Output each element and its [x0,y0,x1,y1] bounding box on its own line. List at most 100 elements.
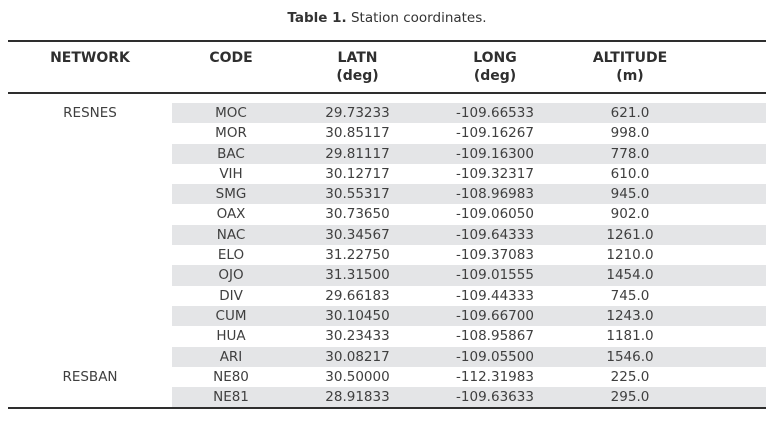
cell-network [8,286,172,306]
cell-code: NE81 [172,387,290,409]
cell-altitude: 778.0 [565,143,695,164]
cell-altitude: 945.0 [565,184,695,205]
table-title-label: Table 1. [287,10,347,26]
cell-filler [695,123,766,143]
column-unit: (deg) [336,68,379,84]
cell-altitude: 621.0 [565,103,695,124]
cell-network [8,123,172,143]
cell-filler [695,265,766,286]
column-label: CODE [209,50,253,66]
cell-code: OAX [216,206,246,223]
cell-long: -108.96983 [425,184,565,205]
column-label: LATN [337,50,378,66]
cell-altitude: 998.0 [610,125,650,142]
cell-altitude: 225.0 [610,368,650,385]
column-header-altitude: ALTITUDE (m) [565,41,695,93]
column-header-long: LONG (deg) [425,41,565,93]
table-title-caption: Station coordinates. [350,10,487,26]
table-row: CUM 30.10450 -109.66700 1243.0 [8,305,766,327]
column-label: ALTITUDE [592,50,668,66]
table-row: OJO 31.31500 -109.01555 1454.0 [8,265,766,286]
cell-latn: 30.50000 [325,368,390,385]
cell-latn: 30.34567 [290,224,425,246]
cell-network [8,204,172,224]
cell-altitude: 1210.0 [606,247,654,264]
cell-code: ELO [217,247,245,264]
cell-long: -109.05500 [425,346,565,367]
cell-altitude: 1454.0 [565,265,695,286]
table-row: OAX 30.73650 -109.06050 902.0 [8,204,766,224]
cell-long: -109.32317 [456,165,534,182]
table-row: MOR 30.85117 -109.16267 998.0 [8,123,766,143]
cell-latn: 29.81117 [290,143,425,164]
cell-altitude: 1261.0 [565,224,695,246]
cell-network [8,245,172,265]
table-row: VIH 30.12717 -109.32317 610.0 [8,164,766,184]
cell-code: HUA [216,328,246,345]
cell-filler [695,143,766,164]
cell-code: NE80 [213,368,249,385]
column-header-latn: LATN (deg) [290,41,425,93]
cell-long: -109.63633 [425,387,565,409]
cell-filler [695,224,766,246]
table-title: Table 1. Station coordinates. [0,0,774,27]
cell-altitude: 745.0 [610,287,650,304]
cell-latn: 29.66183 [325,287,390,304]
spacer-row [8,93,766,103]
cell-code: NAC [172,224,290,246]
cell-latn: 30.12717 [325,165,390,182]
cell-network [8,326,172,346]
table-row: BAC 29.81117 -109.16300 778.0 [8,143,766,164]
cell-filler [695,367,766,387]
cell-filler [695,103,766,124]
cell-latn: 30.73650 [325,206,390,223]
cell-code: VIH [219,165,243,182]
station-coordinates-table: NETWORK CODE LATN (deg) LONG (deg) ALTIT… [8,40,766,410]
table-row: HUA 30.23433 -108.95867 1181.0 [8,326,766,346]
table-row: NE81 28.91833 -109.63633 295.0 [8,387,766,409]
cell-long: -109.44333 [456,287,534,304]
cell-filler [695,346,766,367]
cell-altitude: 1546.0 [565,346,695,367]
cell-latn: 30.55317 [290,184,425,205]
cell-long: -109.16300 [425,143,565,164]
cell-long: -109.37083 [456,247,534,264]
cell-code: DIV [219,287,243,304]
cell-network [8,225,172,245]
cell-network [8,144,172,164]
table-header: NETWORK CODE LATN (deg) LONG (deg) ALTIT… [8,41,766,93]
cell-filler [695,204,766,224]
cell-filler [695,286,766,306]
cell-code: CUM [172,305,290,327]
table-row: ELO 31.22750 -109.37083 1210.0 [8,245,766,265]
cell-latn: 31.31500 [290,265,425,286]
cell-altitude: 295.0 [565,387,695,409]
cell-latn: 30.08217 [290,346,425,367]
cell-filler [695,387,766,409]
column-unit: (m) [616,68,644,84]
cell-altitude: 902.0 [610,206,650,223]
column-label: NETWORK [50,50,130,66]
cell-filler [695,184,766,205]
cell-code: MOC [172,103,290,124]
cell-filler [695,305,766,327]
column-header-network: NETWORK [8,41,172,93]
table-body: RESNES MOC 29.73233 -109.66533 621.0 MOR 30.85… [8,93,766,409]
cell-latn: 31.22750 [325,247,390,264]
cell-network [8,265,172,285]
cell-network [8,184,172,204]
column-label: LONG [473,50,517,66]
header-row: NETWORK CODE LATN (deg) LONG (deg) ALTIT… [8,41,766,93]
cell-filler [695,245,766,265]
cell-code: OJO [172,265,290,286]
table-row: DIV 29.66183 -109.44333 745.0 [8,286,766,306]
cell-latn: 30.23433 [325,328,390,345]
cell-latn: 30.10450 [290,305,425,327]
cell-network [8,306,172,326]
cell-latn: 29.73233 [290,103,425,124]
cell-long: -108.95867 [456,328,534,345]
cell-network [8,387,172,408]
cell-code: ARI [172,346,290,367]
table-row: RESNES MOC 29.73233 -109.66533 621.0 [8,103,766,124]
